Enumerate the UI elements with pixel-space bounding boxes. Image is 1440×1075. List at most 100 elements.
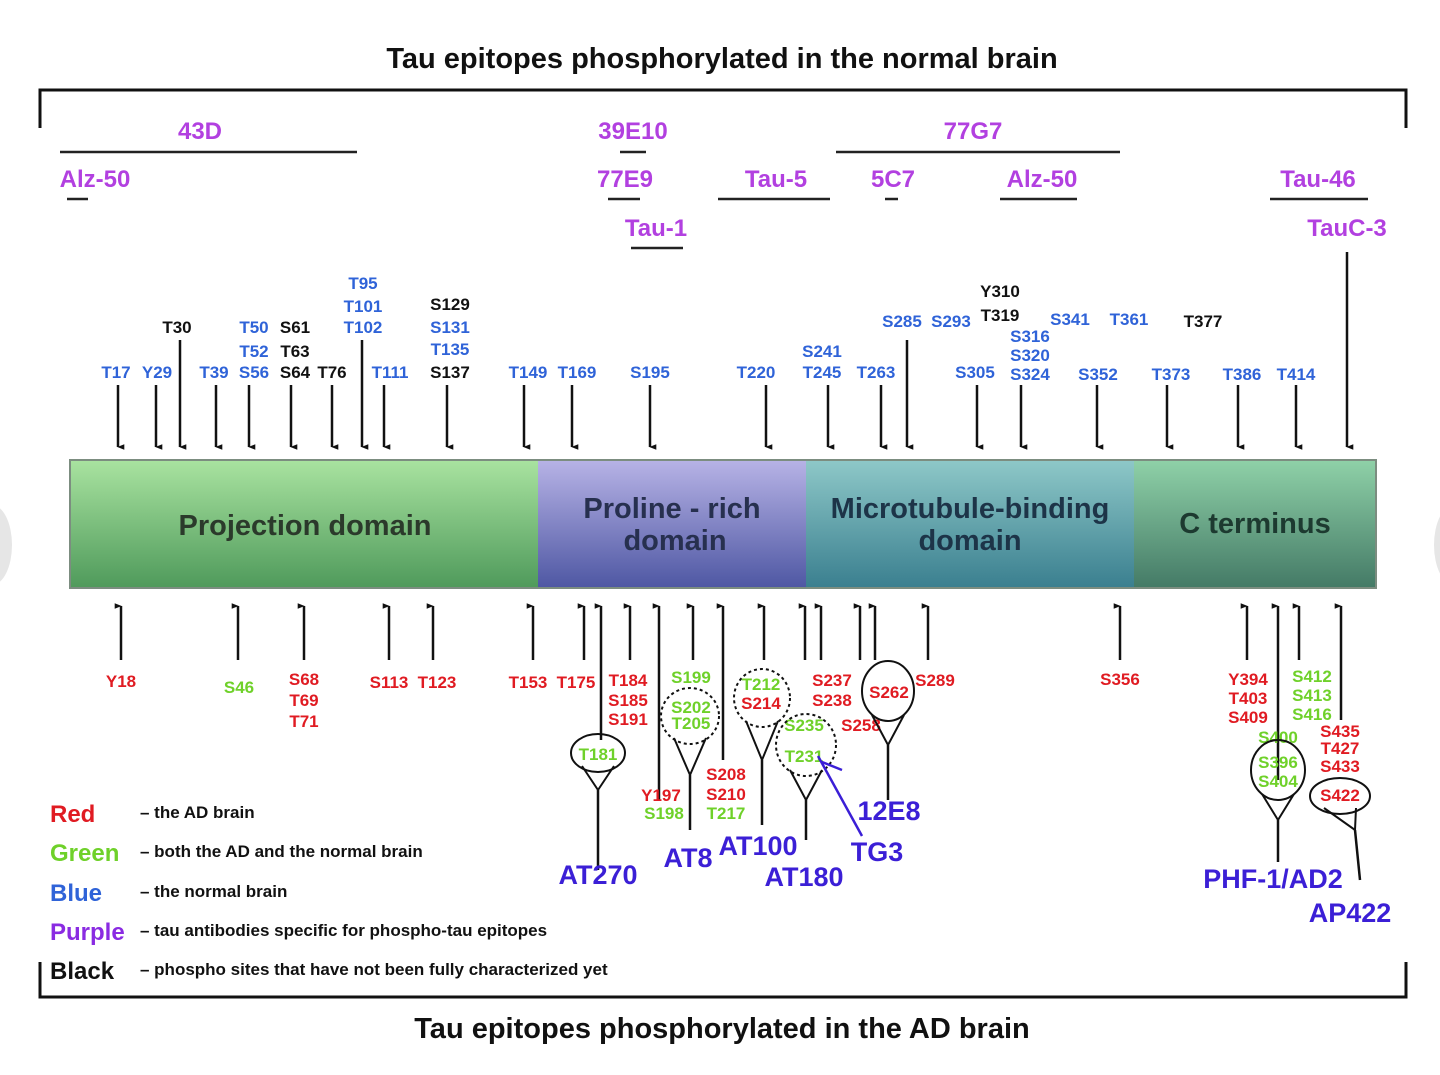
bottom-antibody-tg3: TG3: [851, 837, 904, 867]
site-red-s185: S185: [608, 691, 648, 710]
epitope-circle: [861, 660, 915, 722]
top-antibody-43d: 43D: [178, 118, 222, 145]
site-red-s422: S422: [1320, 786, 1360, 805]
site-blue-t102: T102: [344, 318, 383, 337]
site-blue-s316: S316: [1010, 327, 1050, 346]
bottom-antibody-12e8: 12E8: [857, 796, 920, 826]
site-red-s191: S191: [608, 710, 648, 729]
epitope-circle: [1250, 739, 1306, 801]
top-antibody-tau-5: Tau-5: [745, 166, 807, 193]
legend-text-blue: – the normal brain: [140, 882, 287, 901]
site-red-s433: S433: [1320, 757, 1360, 776]
site-green-s46: S46: [224, 678, 254, 697]
site-blue-y29: Y29: [142, 363, 172, 382]
site-blue-s352: S352: [1078, 365, 1118, 384]
domain-projection: [70, 460, 540, 588]
site-blue-t149: T149: [509, 363, 548, 382]
bottom-antibody-at8: AT8: [663, 843, 712, 873]
epitope-circle: [775, 713, 837, 777]
site-black-t30: T30: [162, 318, 191, 337]
site-red-s435: S435: [1320, 722, 1360, 741]
site-blue-s241: S241: [802, 342, 842, 361]
site-green-s416: S416: [1292, 705, 1332, 724]
site-blue-t245: T245: [803, 363, 842, 382]
bottom-antibody-phf-1-ad2: PHF-1/AD2: [1203, 864, 1343, 894]
site-blue-t50: T50: [239, 318, 268, 337]
domain-label-proline-rich-2: domain: [623, 525, 726, 557]
top-antibody-tau-46: Tau-46: [1280, 166, 1356, 193]
site-red-s214: S214: [741, 694, 781, 713]
legend-text-red: – the AD brain: [140, 803, 255, 822]
site-red-s356: S356: [1100, 670, 1140, 689]
legend-key-blue: Blue: [50, 880, 102, 907]
bottom-title: Tau epitopes phosphorylated in the AD br…: [414, 1013, 1030, 1045]
site-blue-t361: T361: [1110, 310, 1149, 329]
site-red-t69: T69: [289, 691, 318, 710]
domain-bar: Projection domain Proline - rich domain …: [69, 459, 1377, 589]
site-black-s61: S61: [280, 318, 310, 337]
legend-key-red: Red: [50, 801, 95, 828]
site-red-s409: S409: [1228, 708, 1268, 727]
domain-label-c-terminus: C terminus: [1179, 508, 1330, 540]
site-green-s413: S413: [1292, 686, 1332, 705]
site-red-t153: T153: [509, 673, 548, 692]
site-blue-s341: S341: [1050, 310, 1090, 329]
legend: Red – the AD brain Green – both the AD and …: [50, 801, 608, 985]
bottom-antibody-at180: AT180: [764, 862, 843, 892]
site-blue-t220: T220: [737, 363, 776, 382]
epitope-cone: [1323, 807, 1357, 832]
site-green-s396: S396: [1258, 753, 1298, 772]
right-edge-nav-button[interactable]: [1434, 505, 1440, 585]
top-arrow-layer: [116, 252, 1354, 450]
site-red-s289: S289: [915, 671, 955, 690]
tg3-connector: [816, 755, 864, 837]
site-red-s208: S208: [706, 765, 746, 784]
site-red-y18: Y18: [106, 672, 136, 691]
site-black-t377: T377: [1184, 312, 1223, 331]
site-blue-t17: T17: [101, 363, 130, 382]
domain-microtubule-binding: [806, 460, 1136, 588]
site-red-t427: T427: [1321, 739, 1360, 758]
site-red-t403: T403: [1229, 689, 1268, 708]
left-edge-nav-button[interactable]: [0, 505, 12, 585]
top-antibody-alz-50: Alz-50: [1007, 166, 1078, 193]
top-antibody-77g7: 77G7: [944, 118, 1003, 145]
site-blue-s293: S293: [931, 312, 971, 331]
domain-c-terminus: [1134, 460, 1376, 588]
site-green-s199: S199: [671, 668, 711, 687]
site-red-s238: S238: [812, 691, 852, 710]
site-blue-s56: S56: [239, 363, 269, 382]
site-blue-t39: T39: [199, 363, 228, 382]
site-red-s262: S262: [869, 683, 909, 702]
site-blue-t101: T101: [344, 297, 383, 316]
site-blue-s131: S131: [430, 318, 470, 337]
site-blue-t95: T95: [348, 274, 377, 293]
site-blue-t263: T263: [857, 363, 896, 382]
site-red-s210: S210: [706, 785, 746, 804]
site-red-t123: T123: [418, 673, 457, 692]
top-antibody-5c7: 5C7: [871, 166, 915, 193]
site-red-t184: T184: [609, 671, 648, 690]
site-green-s404: S404: [1258, 772, 1298, 791]
site-red-s258: S258: [841, 716, 881, 735]
site-green-t231: T231: [785, 747, 824, 766]
epitope-circle: [1309, 777, 1371, 815]
site-green-t212: T212: [742, 675, 781, 694]
top-antibody-tauc-3: TauC-3: [1307, 215, 1387, 242]
top-antibody-39e10: 39E10: [598, 118, 667, 145]
site-green-t205: T205: [672, 714, 711, 733]
top-title: Tau epitopes phosphorylated in the norma…: [386, 43, 1057, 75]
epitope-circle: [733, 668, 791, 728]
site-green-s198: S198: [644, 804, 684, 823]
site-red-s237: S237: [812, 671, 852, 690]
site-red-t71: T71: [289, 712, 318, 731]
site-blue-t373: T373: [1152, 365, 1191, 384]
site-blue-t111: T111: [372, 363, 409, 382]
site-red-t175: T175: [557, 673, 596, 692]
site-red-y394: Y394: [1228, 670, 1268, 689]
site-blue-s324: S324: [1010, 365, 1050, 384]
epitope-circle: [660, 687, 720, 745]
